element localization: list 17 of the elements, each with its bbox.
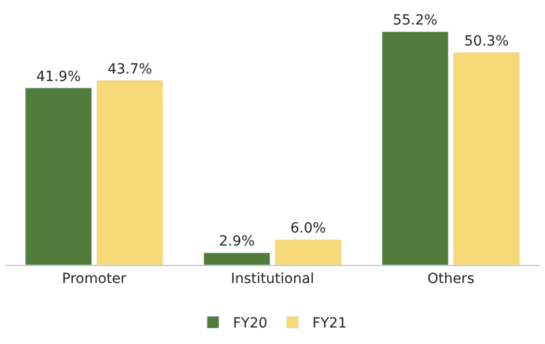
bar <box>453 52 520 265</box>
x-tick-label: Institutional <box>230 270 314 287</box>
bar <box>96 80 164 265</box>
legend-label: FY21 <box>312 316 347 332</box>
legend-label: FY20 <box>233 316 268 332</box>
bar <box>25 88 92 265</box>
bar <box>382 31 449 265</box>
x-tick-label: Others <box>427 270 474 287</box>
bar <box>274 239 342 265</box>
data-label: 50.3% <box>464 33 509 50</box>
data-label: 55.2% <box>392 12 438 29</box>
data-label: 41.9% <box>36 68 81 85</box>
bar <box>203 252 270 265</box>
data-label: 2.9% <box>219 234 255 250</box>
data-label: 6.0% <box>290 220 326 237</box>
x-tick-label: Promoter <box>62 270 127 287</box>
data-label: 43.7% <box>108 61 152 78</box>
